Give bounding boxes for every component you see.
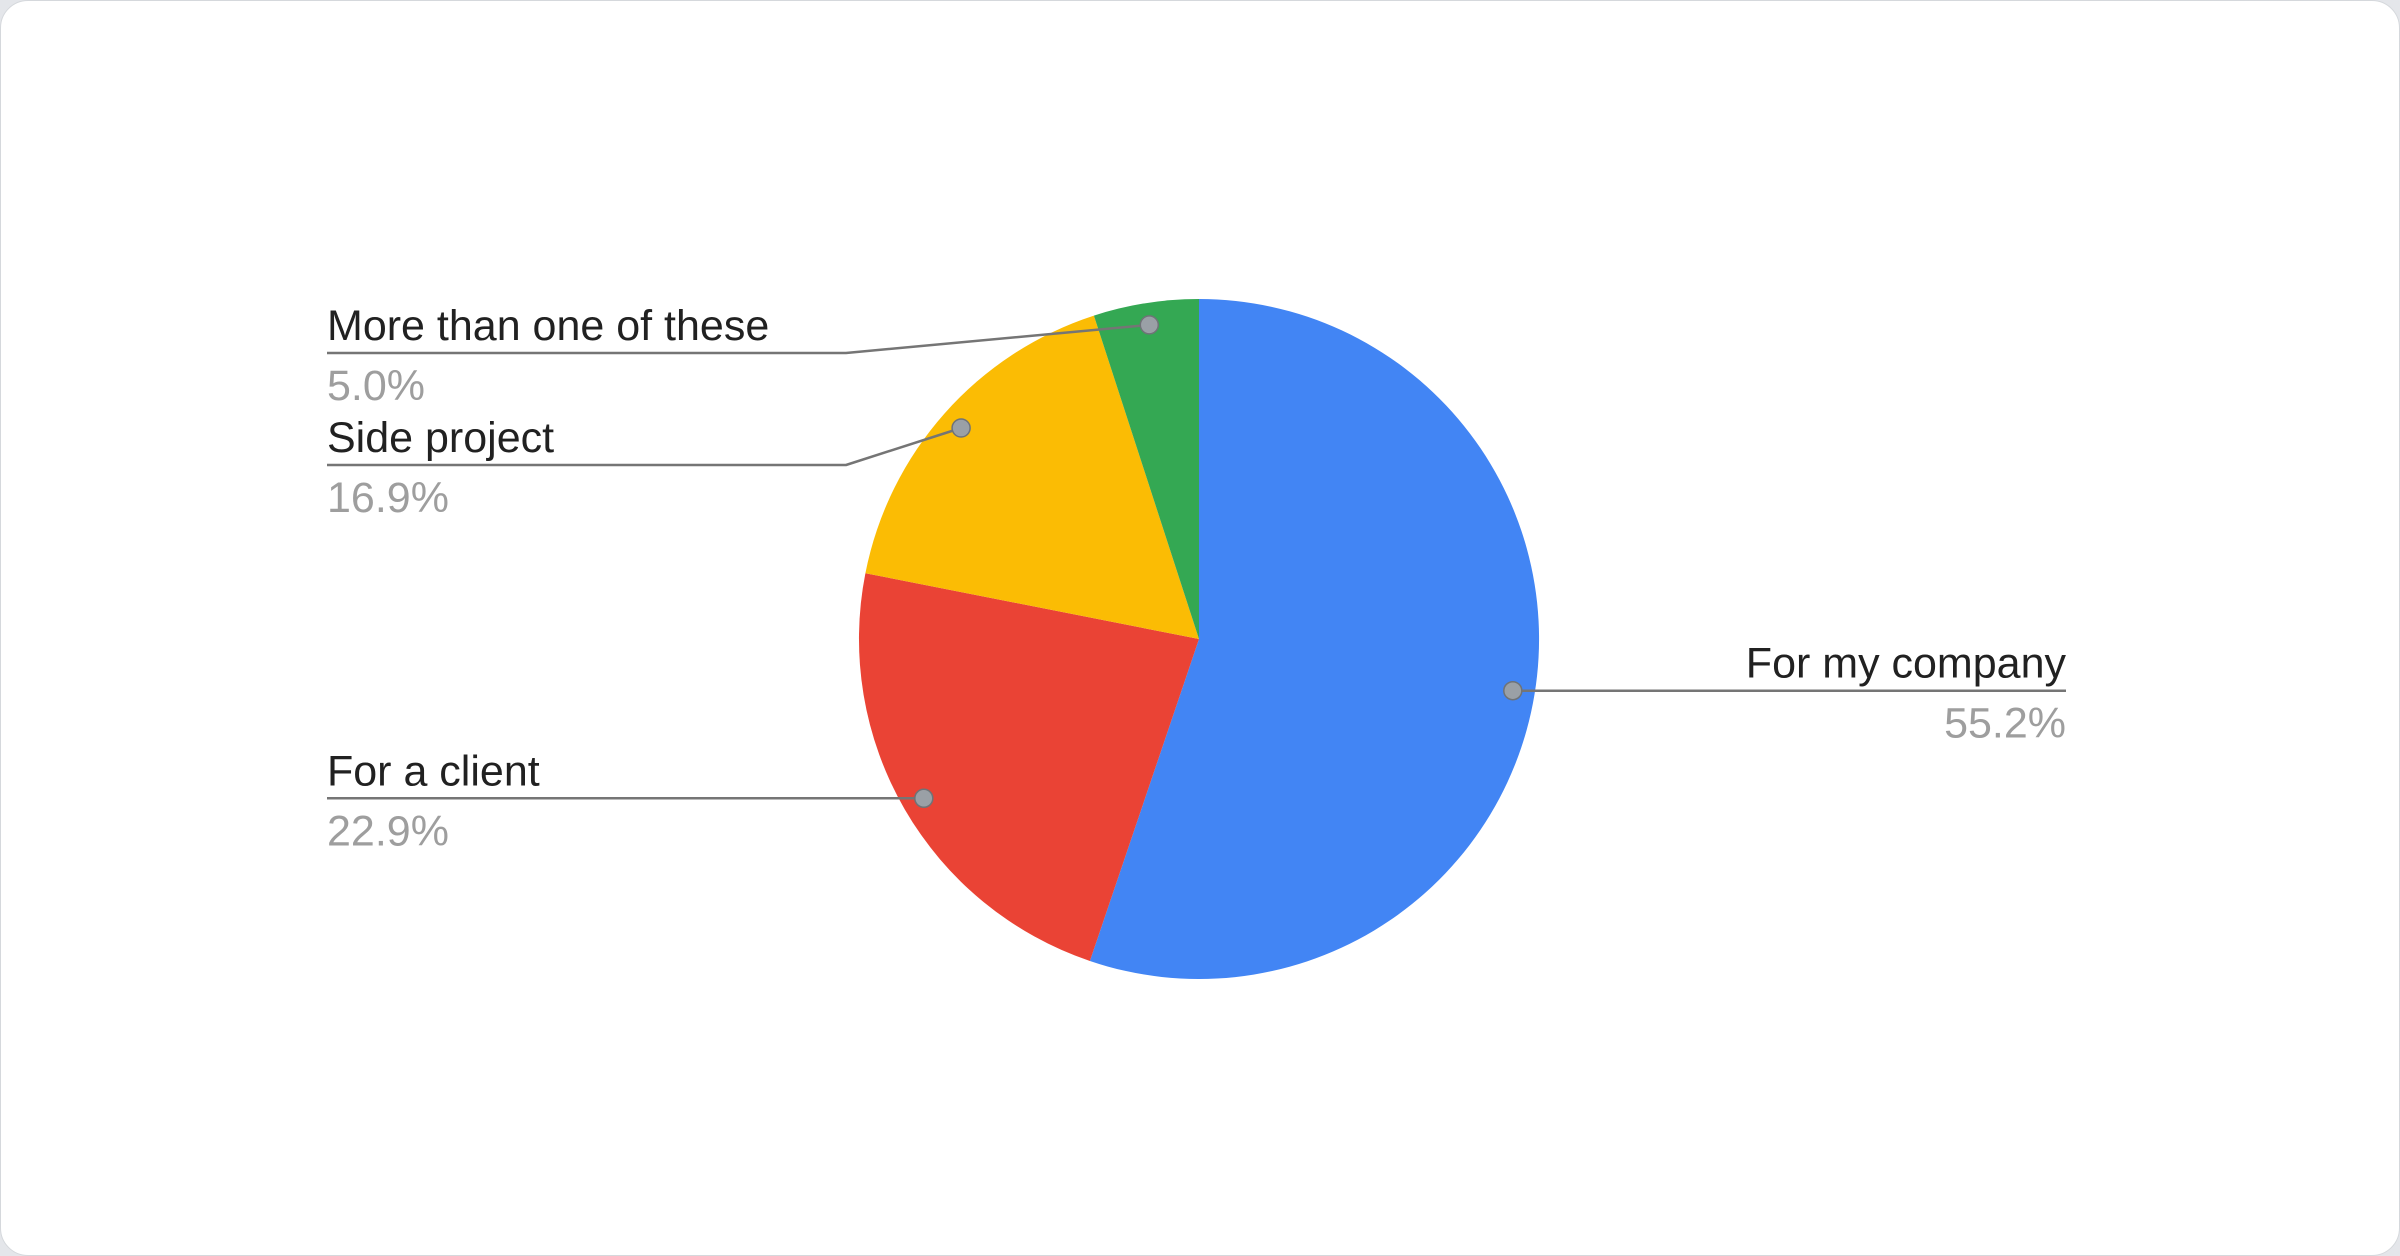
slice-percent-for-my-company: 55.2% [1944,700,2066,748]
leader-line-side-project [327,426,962,467]
pie-slice-side-project[interactable] [865,315,1199,639]
leader-line-more-than-one [327,323,1150,355]
slice-label-for-a-client: For a client [327,747,540,795]
slice-label-for-my-company: For my company [1746,640,2067,688]
leader-dot-for-my-company [1503,680,1523,701]
leader-dot-for-a-client [914,788,934,809]
slice-label-more-than-one: More than one of these [327,302,769,350]
pie-slice-for-a-client[interactable] [858,573,1199,961]
callout-for-a-client: For a client 22.9% [327,747,934,855]
leader-dot-side-project [951,418,971,438]
slice-percent-for-a-client: 22.9% [327,807,449,855]
pie-slice-more-than-one[interactable] [1093,298,1199,639]
callout-more-than-one: More than one of these 5.0% [327,302,1160,410]
pie-slice-for-my-company[interactable] [1089,299,1540,979]
callout-side-project: Side project 16.9% [327,414,971,522]
callout-for-my-company: For my company 55.2% [1503,640,2067,748]
slice-percent-more-than-one: 5.0% [327,362,425,410]
slice-percent-side-project: 16.9% [327,474,449,522]
leader-dot-more-than-one [1139,315,1160,335]
slice-label-side-project: Side project [327,414,554,462]
pie-slices [858,298,1540,979]
